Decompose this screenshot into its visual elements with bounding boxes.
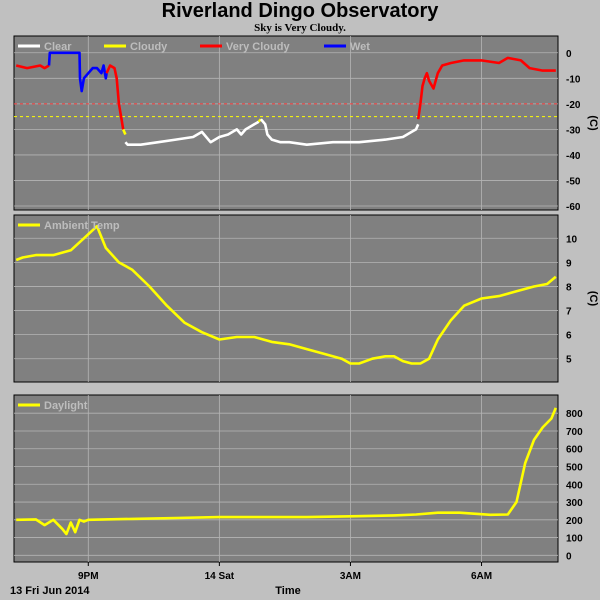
y-tick-label: 9 (566, 258, 572, 269)
y-tick-label: 400 (566, 480, 583, 491)
y-tick-label: 300 (566, 498, 583, 509)
y-tick-label: 800 (566, 409, 583, 420)
y-tick-label: 600 (566, 445, 583, 456)
y-axis-unit: (C) (587, 115, 599, 131)
legend-label: Very Cloudy (226, 41, 290, 53)
series-line-wet (47, 51, 108, 93)
y-tick-label: 5 (566, 355, 572, 366)
y-tick-label: 0 (566, 49, 572, 60)
series-line-very-cloudy (416, 56, 556, 120)
plot-area-2 (13, 214, 559, 383)
y-tick-label: -40 (566, 151, 581, 162)
y-tick-label: 700 (566, 427, 583, 438)
x-tick-label: 6AM (471, 571, 492, 582)
legend-label: Wet (350, 41, 370, 53)
y-axis-unit: (C) (587, 291, 599, 307)
legend-label: Daylight (44, 400, 88, 412)
y-tick-label: 10 (566, 234, 578, 245)
series-line-very-cloudy (105, 64, 125, 130)
series-line-very-cloudy (15, 64, 50, 70)
y-tick-label: -50 (566, 176, 581, 187)
y-tick-label: 200 (566, 516, 583, 527)
series-line-ambient-temp (15, 224, 557, 365)
series-line-daylight (16, 407, 558, 536)
y-tick-label: -10 (566, 74, 581, 85)
y-tick-label: 6 (566, 331, 572, 342)
plot-area-3 (13, 394, 559, 563)
series-line-clear (259, 118, 420, 146)
legend-label: Clear (44, 41, 72, 53)
y-tick-label: -60 (566, 202, 581, 213)
date-label: 13 Fri Jun 2014 (10, 585, 90, 597)
y-tick-label: 500 (566, 463, 583, 474)
y-tick-label: 0 (566, 551, 572, 562)
y-tick-label: 100 (566, 534, 583, 545)
sky-status-subtitle: Sky is Very Cloudy. (254, 22, 346, 34)
series-line-cloudy (122, 128, 127, 136)
x-tick-label: 3AM (340, 571, 361, 582)
y-tick-label: -20 (566, 100, 581, 111)
x-axis-title: Time (275, 585, 300, 597)
y-tick-label: -30 (566, 125, 581, 136)
y-tick-label: 8 (566, 282, 572, 293)
x-tick-label: 9PM (78, 571, 99, 582)
page-title: Riverland Dingo Observatory (161, 0, 439, 22)
series-line-clear (124, 120, 260, 146)
x-tick-label: 14 Sat (205, 571, 235, 582)
y-tick-label: 7 (566, 307, 572, 318)
legend-label: Cloudy (130, 41, 168, 53)
legend-label: Ambient Temp (44, 220, 120, 232)
plot-area-1 (13, 35, 559, 211)
